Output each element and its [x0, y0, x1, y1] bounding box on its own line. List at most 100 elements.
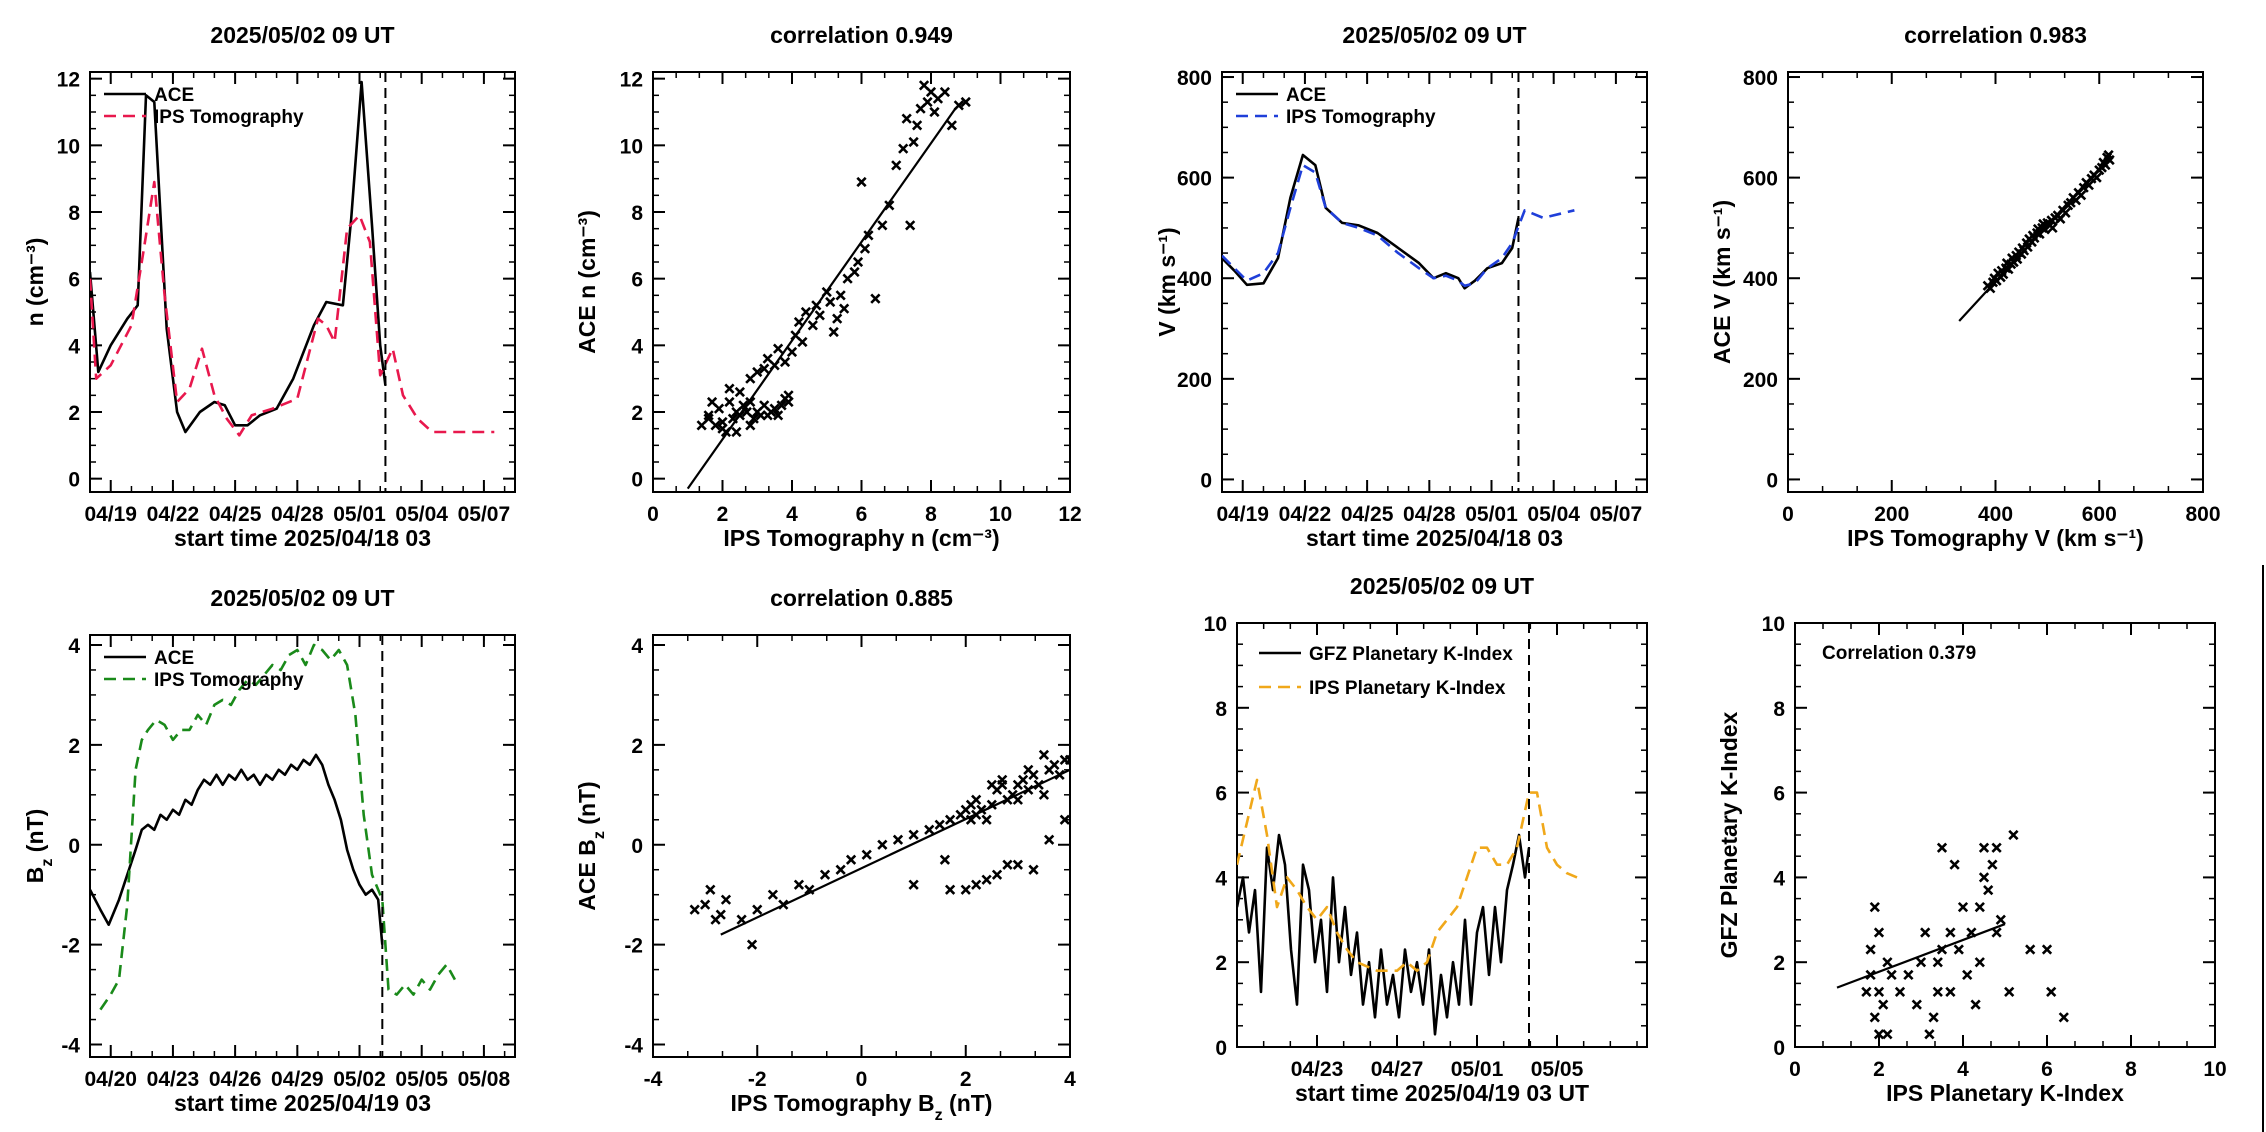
data-point: [1987, 859, 1998, 870]
data-point: [800, 306, 812, 318]
chart-panel-5: 04/20 04/23 04/26 04/29 05/02 05/05 05/08 -4 -2 0…: [22, 585, 516, 1116]
x-tick-label: 04/28: [271, 503, 324, 526]
series-line-secondary: [1237, 778, 1578, 972]
x-tick-label: 04/23: [1291, 1058, 1344, 1081]
data-point: [870, 293, 881, 304]
data-point: [929, 106, 940, 118]
data-point: [772, 343, 784, 354]
x-tick-label: 200: [1874, 503, 1909, 526]
data-point: [778, 899, 789, 910]
y-tick-label: 0: [631, 469, 643, 492]
data-point: [2003, 264, 2014, 275]
data-point: [924, 824, 935, 835]
data-point: [745, 420, 756, 431]
chart-panel-2: 0 2 4 6 8 10 12 0 2 4 6 8 10 12 correlation 0.949 IPS T…: [574, 22, 1082, 551]
data-point: [884, 200, 895, 211]
y-tick-label: 4: [1215, 867, 1227, 890]
data-point: [767, 889, 779, 900]
legend-label: GFZ Planetary K-Index: [1309, 644, 1513, 665]
data-point: [1991, 927, 2002, 938]
data-point: [738, 400, 749, 411]
data-point: [2078, 182, 2089, 193]
x-tick-label: 6: [2041, 1058, 2053, 1081]
data-point: [769, 360, 780, 371]
y-tick-label: 2: [68, 735, 80, 758]
x-tick-label: 05/01: [333, 503, 386, 526]
y-tick-label: 2: [1215, 952, 1227, 975]
data-point: [953, 100, 964, 111]
data-point: [1023, 784, 1034, 795]
plot-frame: [652, 71, 1071, 493]
data-point: [1873, 986, 1885, 997]
x-tick-label: 05/04: [395, 503, 448, 526]
chart-panel-8: 0 2 4 6 8 10 0 2 4 6 8 10 IPS Planetary K-Index GFZ P…: [1716, 613, 2227, 1106]
y-tick-label: 600: [1177, 168, 1212, 191]
data-point: [720, 894, 732, 905]
data-point: [835, 864, 846, 875]
data-point: [1869, 901, 1880, 913]
data-point: [748, 413, 759, 424]
x-tick-label: 400: [1978, 503, 2013, 526]
data-point: [1903, 969, 1914, 981]
data-point: [944, 884, 956, 895]
x-tick-label: 8: [2125, 1058, 2137, 1081]
y-tick-label: 2: [1773, 952, 1785, 975]
y-tick-label: 0: [68, 835, 80, 858]
data-point: [2004, 986, 2015, 997]
data-point: [819, 869, 831, 880]
x-axis-label: IPS Tomography Bz (nT): [731, 1090, 993, 1124]
data-point: [1873, 1029, 1885, 1040]
data-point: [852, 256, 864, 268]
x-tick-label: 4: [786, 503, 798, 526]
data-point: [736, 914, 747, 925]
chart-title: correlation 0.983: [1904, 22, 2087, 48]
x-tick-label: 2: [717, 503, 729, 526]
data-point: [717, 423, 728, 434]
x-tick-label: 05/01: [1465, 503, 1518, 526]
fit-line: [720, 768, 1070, 936]
x-tick-label: 04/28: [1403, 503, 1456, 526]
y-tick-label: 200: [1177, 369, 1212, 392]
x-tick-label: 04/26: [209, 1068, 262, 1091]
data-point: [1044, 834, 1055, 845]
data-point: [811, 300, 822, 311]
legend-label: IPS Planetary K-Index: [1309, 678, 1506, 699]
data-point: [1894, 986, 1906, 997]
data-point: [934, 819, 945, 830]
fit-line: [686, 108, 957, 490]
series-line-secondary: [90, 180, 495, 437]
data-point: [892, 834, 904, 845]
x-tick-label: 04/27: [1371, 1058, 1424, 1081]
chart-title: 2025/05/02 09 UT: [210, 585, 394, 611]
data-point: [908, 136, 919, 148]
chart-title: 2025/05/02 09 UT: [1342, 22, 1526, 48]
data-point: [689, 904, 700, 915]
x-tick-label: 05/02: [333, 1068, 386, 1091]
y-tick-label: 0: [68, 469, 80, 492]
y-tick-label: 0: [631, 835, 643, 858]
data-point: [2075, 190, 2087, 201]
data-point: [1023, 764, 1034, 775]
chart-panel-1: 04/19 04/22 04/25 04/28 05/01 05/04 05/07 0 2 4 6 8…: [22, 22, 516, 551]
y-tick-label: 8: [631, 202, 643, 225]
data-point: [821, 286, 832, 298]
data-point: [1886, 969, 1897, 981]
x-tick-label: 8: [925, 503, 937, 526]
data-point: [1949, 859, 1960, 870]
data-point: [981, 814, 992, 825]
data-point: [839, 303, 850, 314]
y-axis-label: ACE n (cm⁻³): [574, 210, 600, 354]
data-point: [2041, 944, 2053, 955]
x-axis-label: IPS Tomography n (cm⁻³): [723, 525, 999, 551]
y-tick-label: 6: [1773, 783, 1785, 806]
data-point: [877, 839, 888, 850]
y-tick-label: 4: [631, 335, 643, 358]
y-tick-label: -2: [61, 935, 80, 958]
data-point: [804, 884, 815, 895]
x-tick-label: 05/05: [1531, 1058, 1584, 1081]
data-point: [1957, 901, 1969, 913]
x-tick-label: -4: [644, 1068, 663, 1091]
y-axis-label: V (km s⁻¹): [1154, 227, 1180, 336]
